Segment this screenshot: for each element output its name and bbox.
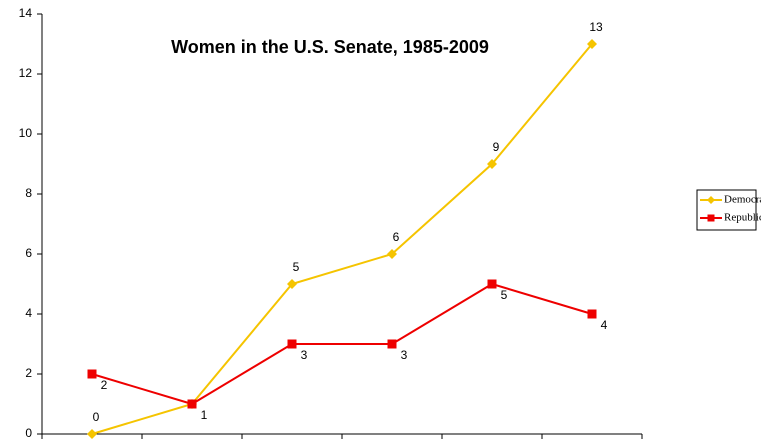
data-label: 5: [293, 260, 300, 274]
data-label: 5: [501, 288, 508, 302]
y-tick-label: 0: [25, 426, 32, 440]
y-tick-label: 4: [25, 306, 32, 320]
marker: [87, 369, 97, 379]
data-label: 4: [601, 318, 608, 332]
data-label: 2: [101, 378, 108, 392]
marker: [287, 279, 297, 289]
data-label: 13: [589, 20, 603, 34]
legend-label: Republicans: [724, 212, 761, 224]
y-tick-label: 8: [25, 186, 32, 200]
marker: [587, 39, 597, 49]
marker: [587, 309, 597, 319]
data-label: 3: [301, 348, 308, 362]
y-tick-label: 10: [19, 126, 33, 140]
data-label: 6: [393, 230, 400, 244]
y-tick-label: 6: [25, 246, 32, 260]
marker: [87, 429, 97, 439]
legend-label: Democrats: [724, 194, 761, 206]
marker: [187, 399, 197, 409]
y-tick-label: 2: [25, 366, 32, 380]
marker: [487, 279, 497, 289]
marker: [387, 339, 397, 349]
y-tick-label: 12: [19, 66, 33, 80]
marker: [707, 196, 715, 204]
chart-title: Women in the U.S. Senate, 1985-2009: [171, 37, 489, 57]
legend-box: [696, 189, 757, 231]
marker: [707, 214, 715, 222]
data-label: 1: [201, 408, 208, 422]
marker: [287, 339, 297, 349]
marker: [487, 159, 497, 169]
series-line: [91, 43, 593, 435]
data-label: 0: [93, 410, 100, 424]
marker: [387, 249, 397, 259]
data-label: 3: [401, 348, 408, 362]
y-tick-label: 14: [19, 6, 33, 20]
data-label: 9: [493, 140, 500, 154]
series-line: [91, 282, 593, 406]
legend: Democrats Republicans: [700, 194, 761, 224]
